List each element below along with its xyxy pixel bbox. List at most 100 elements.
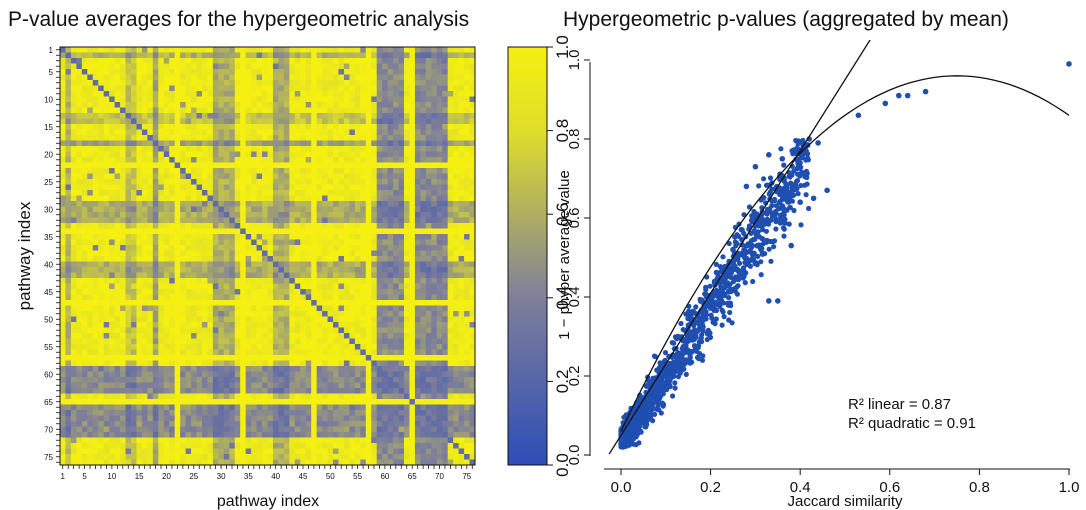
heatmap-cell (343, 305, 350, 312)
heatmap-cell (103, 129, 110, 136)
heatmap-cell (365, 399, 372, 405)
heatmap-cell (262, 289, 268, 295)
heatmap-cell (289, 305, 296, 312)
heatmap-cell (229, 349, 236, 356)
heatmap-cell (103, 140, 110, 147)
heatmap-cell (212, 58, 219, 64)
heatmap-cell (201, 184, 208, 191)
heatmap-cell (81, 195, 88, 202)
heatmap-cell (376, 327, 383, 334)
heatmap-cell (442, 162, 449, 169)
heatmap-cell (371, 168, 378, 174)
heatmap-cell (311, 179, 318, 185)
heatmap-cell (365, 261, 372, 268)
heatmap-cell (447, 107, 454, 114)
heatmap-cell (354, 300, 361, 306)
heatmap-cell (87, 91, 94, 97)
heatmap-cell (376, 234, 383, 240)
heatmap-cell (245, 195, 252, 202)
heatmap-cell (65, 223, 72, 229)
heatmap-cell (272, 234, 279, 240)
heatmap-cell (70, 80, 77, 86)
heatmap-cell (414, 179, 421, 185)
heatmap-cell (141, 327, 148, 334)
heatmap-cell (393, 388, 399, 394)
heatmap-cell (240, 245, 247, 251)
heatmap-cell (464, 129, 470, 136)
heatmap-cell (169, 113, 176, 119)
heatmap-cell (425, 239, 432, 246)
heatmap-cell (409, 355, 416, 361)
heatmap-cell (453, 283, 460, 290)
heatmap-cell (196, 96, 203, 103)
heatmap-cell (152, 107, 159, 114)
heatmap-cell (81, 261, 88, 268)
heatmap-cell (305, 234, 312, 240)
heatmap-cell (60, 239, 66, 246)
heatmap-cell (158, 239, 165, 246)
heatmap-cell (469, 217, 476, 224)
heatmap-cell (262, 80, 268, 86)
heatmap-cell (343, 179, 350, 185)
heatmap-cell (114, 113, 121, 119)
heatmap-cell (218, 234, 225, 240)
heatmap-cell (103, 250, 110, 257)
heatmap-cell (152, 393, 159, 400)
heatmap-cell (289, 404, 296, 411)
heatmap-cell (234, 113, 241, 119)
heatmap-cell (245, 256, 252, 262)
heatmap-cell (404, 190, 410, 196)
heatmap-cell (92, 85, 99, 92)
heatmap-cell (196, 151, 203, 158)
heatmap-cell (338, 52, 345, 59)
heatmap-cell (185, 184, 192, 191)
heatmap-cell (103, 124, 110, 130)
heatmap-cell (65, 201, 72, 207)
heatmap-cell (278, 85, 285, 92)
heatmap-cell (436, 377, 443, 383)
heatmap-cell (333, 217, 339, 224)
heatmap-cell (174, 388, 181, 394)
heatmap-cell (141, 151, 148, 158)
heatmap-cell (191, 250, 197, 257)
heatmap-cell (196, 173, 203, 180)
heatmap-cell (163, 250, 170, 257)
heatmap-cell (256, 162, 263, 169)
heatmap-cell (125, 113, 132, 119)
heatmap-cell (185, 195, 192, 202)
heatmap-cell (327, 206, 334, 213)
heatmap-cell (458, 234, 465, 240)
heatmap-cell (343, 190, 350, 196)
heatmap-cell (152, 333, 159, 339)
heatmap-cell (70, 366, 77, 372)
heatmap-cell (218, 261, 225, 268)
heatmap-cell (130, 113, 137, 119)
heatmap-cell (103, 333, 110, 339)
heatmap-cell (234, 399, 241, 405)
heatmap-cell (212, 349, 219, 356)
heatmap-cell (267, 80, 274, 86)
heatmap-cell (414, 283, 421, 290)
heatmap-cell (125, 245, 132, 251)
heatmap-cell (141, 371, 148, 378)
heatmap-cell (387, 52, 394, 59)
heatmap-cell (354, 52, 361, 59)
heatmap-cell (311, 146, 318, 152)
heatmap-cell (376, 135, 383, 141)
heatmap-cell (201, 399, 208, 405)
heatmap-cell (65, 179, 72, 185)
heatmap-cell (425, 168, 432, 174)
heatmap-cell (425, 234, 432, 240)
heatmap-cell (327, 118, 334, 125)
heatmap-cell (223, 80, 230, 86)
heatmap-cell (316, 113, 323, 119)
heatmap-cell (409, 206, 416, 213)
heatmap-cell (365, 333, 372, 339)
heatmap-cell (425, 272, 432, 279)
heatmap-cell (60, 118, 66, 125)
heatmap-cell (136, 91, 143, 97)
heatmap-cell (185, 107, 192, 114)
heatmap-cell (120, 85, 126, 92)
heatmap-cell (458, 272, 465, 279)
heatmap-cell (354, 113, 361, 119)
